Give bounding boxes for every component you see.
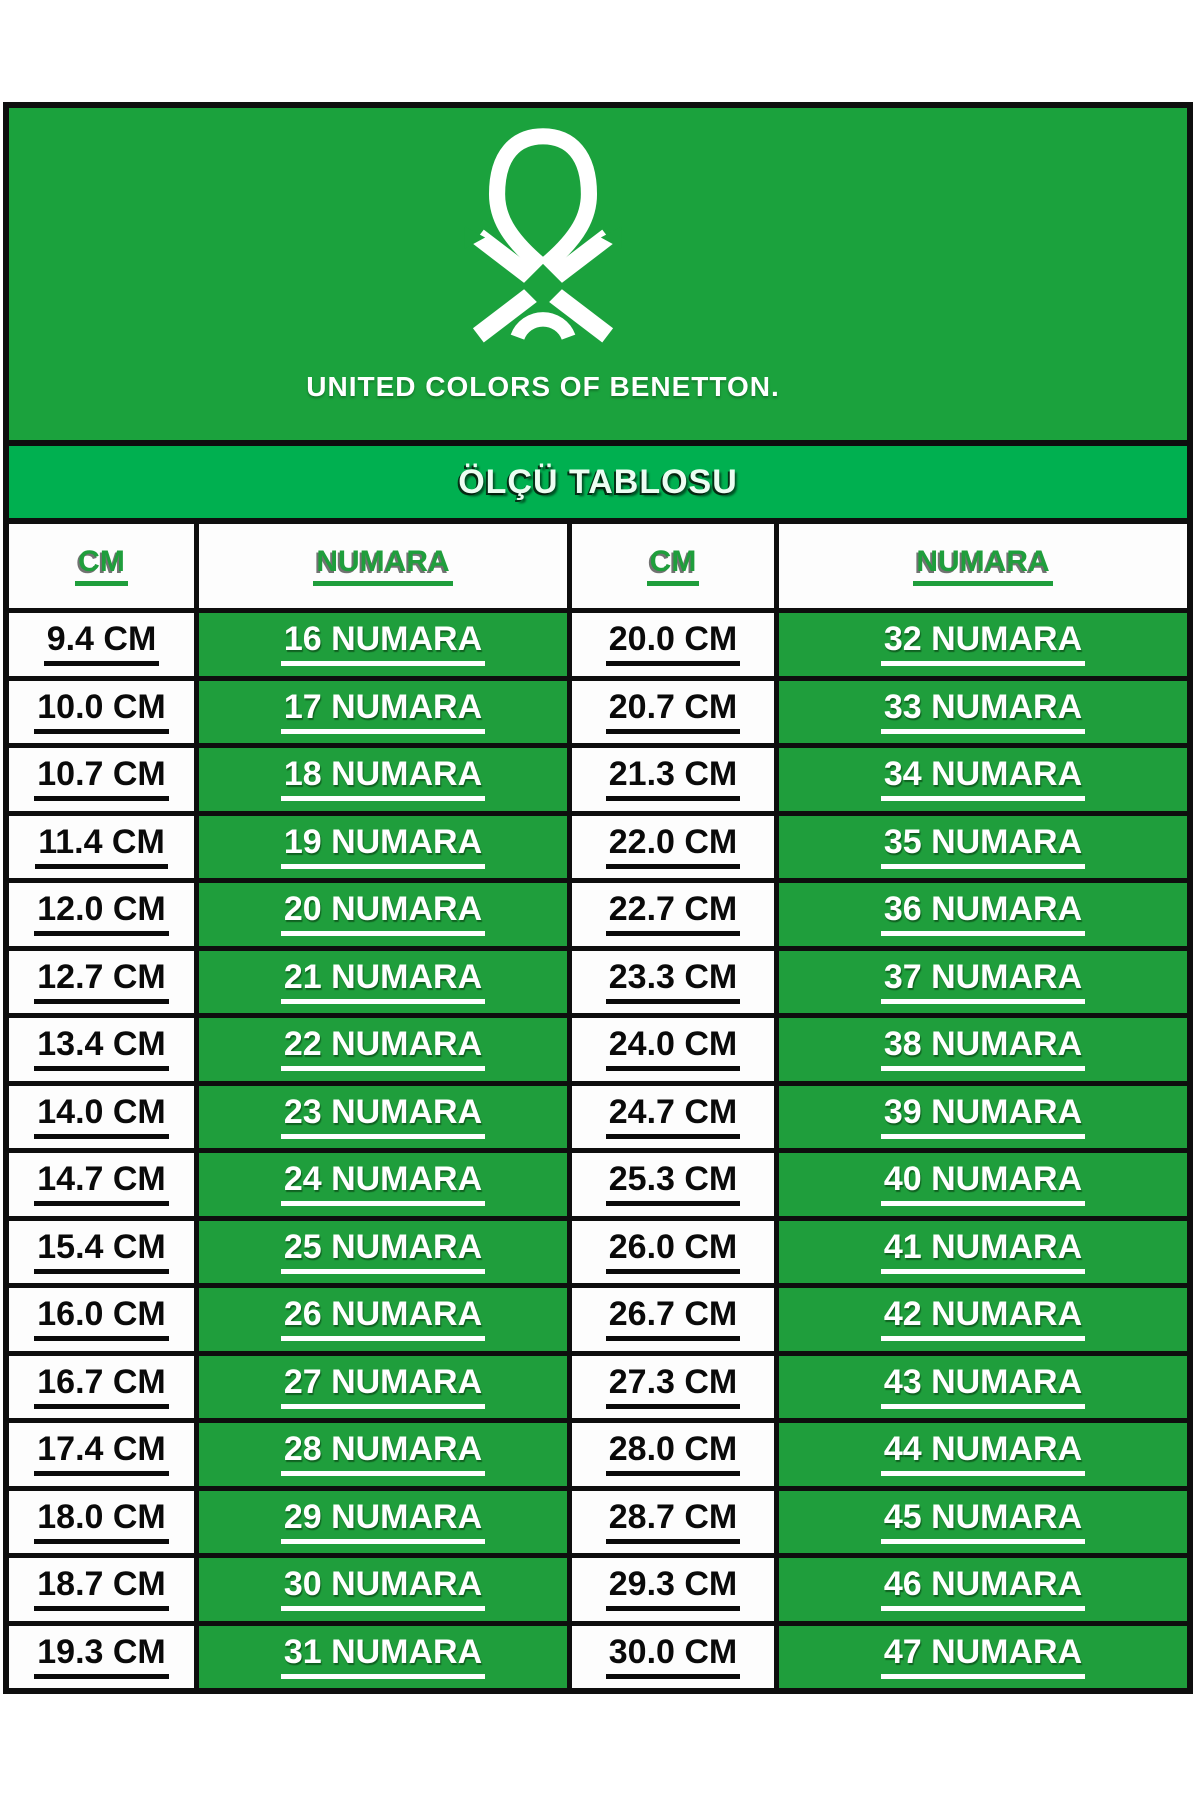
cm-cell: 29.3 CM [572, 1558, 774, 1621]
cm-cell: 9.4 CM [9, 613, 194, 676]
numara-cell: 33 NUMARA [779, 680, 1187, 743]
numara-cell: 28 NUMARA [199, 1423, 567, 1486]
cm-cell: 11.4 CM [9, 815, 194, 878]
numara-cell: 31 NUMARA [199, 1625, 567, 1688]
logo-ring [488, 128, 598, 278]
benetton-knot-icon [464, 128, 622, 343]
banner-title: ÖLÇÜ TABLOSU [458, 462, 738, 501]
cm-cell: 21.3 CM [572, 748, 774, 811]
cm-cell: 16.7 CM [9, 1355, 194, 1418]
numara-cell: 35 NUMARA [779, 815, 1187, 878]
numara-cell: 19 NUMARA [199, 815, 567, 878]
numara-cell: 20 NUMARA [199, 883, 567, 946]
cm-cell: 16.0 CM [9, 1288, 194, 1351]
numara-cell: 22 NUMARA [199, 1018, 567, 1081]
cm-cell: 22.0 CM [572, 815, 774, 878]
numara-cell: 30 NUMARA [199, 1558, 567, 1621]
numara-cell: 47 NUMARA [779, 1625, 1187, 1688]
cm-cell: 23.3 CM [572, 950, 774, 1013]
logo-tip-notch [464, 226, 486, 249]
numara-cell: 43 NUMARA [779, 1355, 1187, 1418]
cm-cell: 14.7 CM [9, 1153, 194, 1216]
cm-cell: 22.7 CM [572, 883, 774, 946]
numara-cell: 27 NUMARA [199, 1355, 567, 1418]
brand-header: UNITED COLORS OF BENETTON. [9, 108, 1187, 440]
numara-cell: 32 NUMARA [779, 613, 1187, 676]
numara-cell: 40 NUMARA [779, 1153, 1187, 1216]
brand-wordmark: UNITED COLORS OF BENETTON. [306, 371, 780, 402]
cm-cell: 20.7 CM [572, 680, 774, 743]
numara-cell: 24 NUMARA [199, 1153, 567, 1216]
numara-cell: 34 NUMARA [779, 748, 1187, 811]
column-header-numara-left: NUMARA [199, 524, 567, 608]
numara-cell: 29 NUMARA [199, 1490, 567, 1553]
cm-cell: 24.0 CM [572, 1018, 774, 1081]
column-header-numara-right: NUMARA [779, 524, 1187, 608]
cm-cell: 18.7 CM [9, 1558, 194, 1621]
brand-header-content: UNITED COLORS OF BENETTON. [306, 121, 780, 403]
column-header-cm-left: CM [9, 524, 194, 608]
numara-cell: 17 NUMARA [199, 680, 567, 743]
numara-cell: 21 NUMARA [199, 950, 567, 1013]
numara-cell: 44 NUMARA [779, 1423, 1187, 1486]
cm-cell: 12.7 CM [9, 950, 194, 1013]
numara-cell: 39 NUMARA [779, 1085, 1187, 1148]
numara-cell: 37 NUMARA [779, 950, 1187, 1013]
cm-cell: 26.0 CM [572, 1220, 774, 1283]
numara-cell: 41 NUMARA [779, 1220, 1187, 1283]
cm-cell: 15.4 CM [9, 1220, 194, 1283]
cm-cell: 10.7 CM [9, 748, 194, 811]
cm-cell: 14.0 CM [9, 1085, 194, 1148]
numara-cell: 16 NUMARA [199, 613, 567, 676]
cm-cell: 19.3 CM [9, 1625, 194, 1688]
title-banner: ÖLÇÜ TABLOSU [9, 440, 1187, 518]
cm-cell: 12.0 CM [9, 883, 194, 946]
cm-cell: 26.7 CM [572, 1288, 774, 1351]
cm-cell: 27.3 CM [572, 1355, 774, 1418]
numara-cell: 46 NUMARA [779, 1558, 1187, 1621]
numara-cell: 25 NUMARA [199, 1220, 567, 1283]
cm-cell: 28.7 CM [572, 1490, 774, 1553]
cm-cell: 28.0 CM [572, 1423, 774, 1486]
size-table: CM NUMARA CM NUMARA 9.4 CM 16 NUMARA 20.0 … [9, 518, 1187, 1688]
numara-cell: 23 NUMARA [199, 1085, 567, 1148]
logo-tip-notch [600, 226, 622, 249]
cm-cell: 17.4 CM [9, 1423, 194, 1486]
logo-bottom-arch [510, 312, 576, 341]
numara-cell: 18 NUMARA [199, 748, 567, 811]
numara-cell: 26 NUMARA [199, 1288, 567, 1351]
numara-cell: 36 NUMARA [779, 883, 1187, 946]
numara-cell: 45 NUMARA [779, 1490, 1187, 1553]
numara-cell: 38 NUMARA [779, 1018, 1187, 1081]
cm-cell: 18.0 CM [9, 1490, 194, 1553]
cm-cell: 25.3 CM [572, 1153, 774, 1216]
numara-cell: 42 NUMARA [779, 1288, 1187, 1351]
cm-cell: 24.7 CM [572, 1085, 774, 1148]
size-chart-sheet: UNITED COLORS OF BENETTON. ÖLÇÜ TABLOSU … [3, 102, 1193, 1694]
cm-cell: 30.0 CM [572, 1625, 774, 1688]
cm-cell: 13.4 CM [9, 1018, 194, 1081]
cm-cell: 10.0 CM [9, 680, 194, 743]
column-header-cm-right: CM [572, 524, 774, 608]
cm-cell: 20.0 CM [572, 613, 774, 676]
